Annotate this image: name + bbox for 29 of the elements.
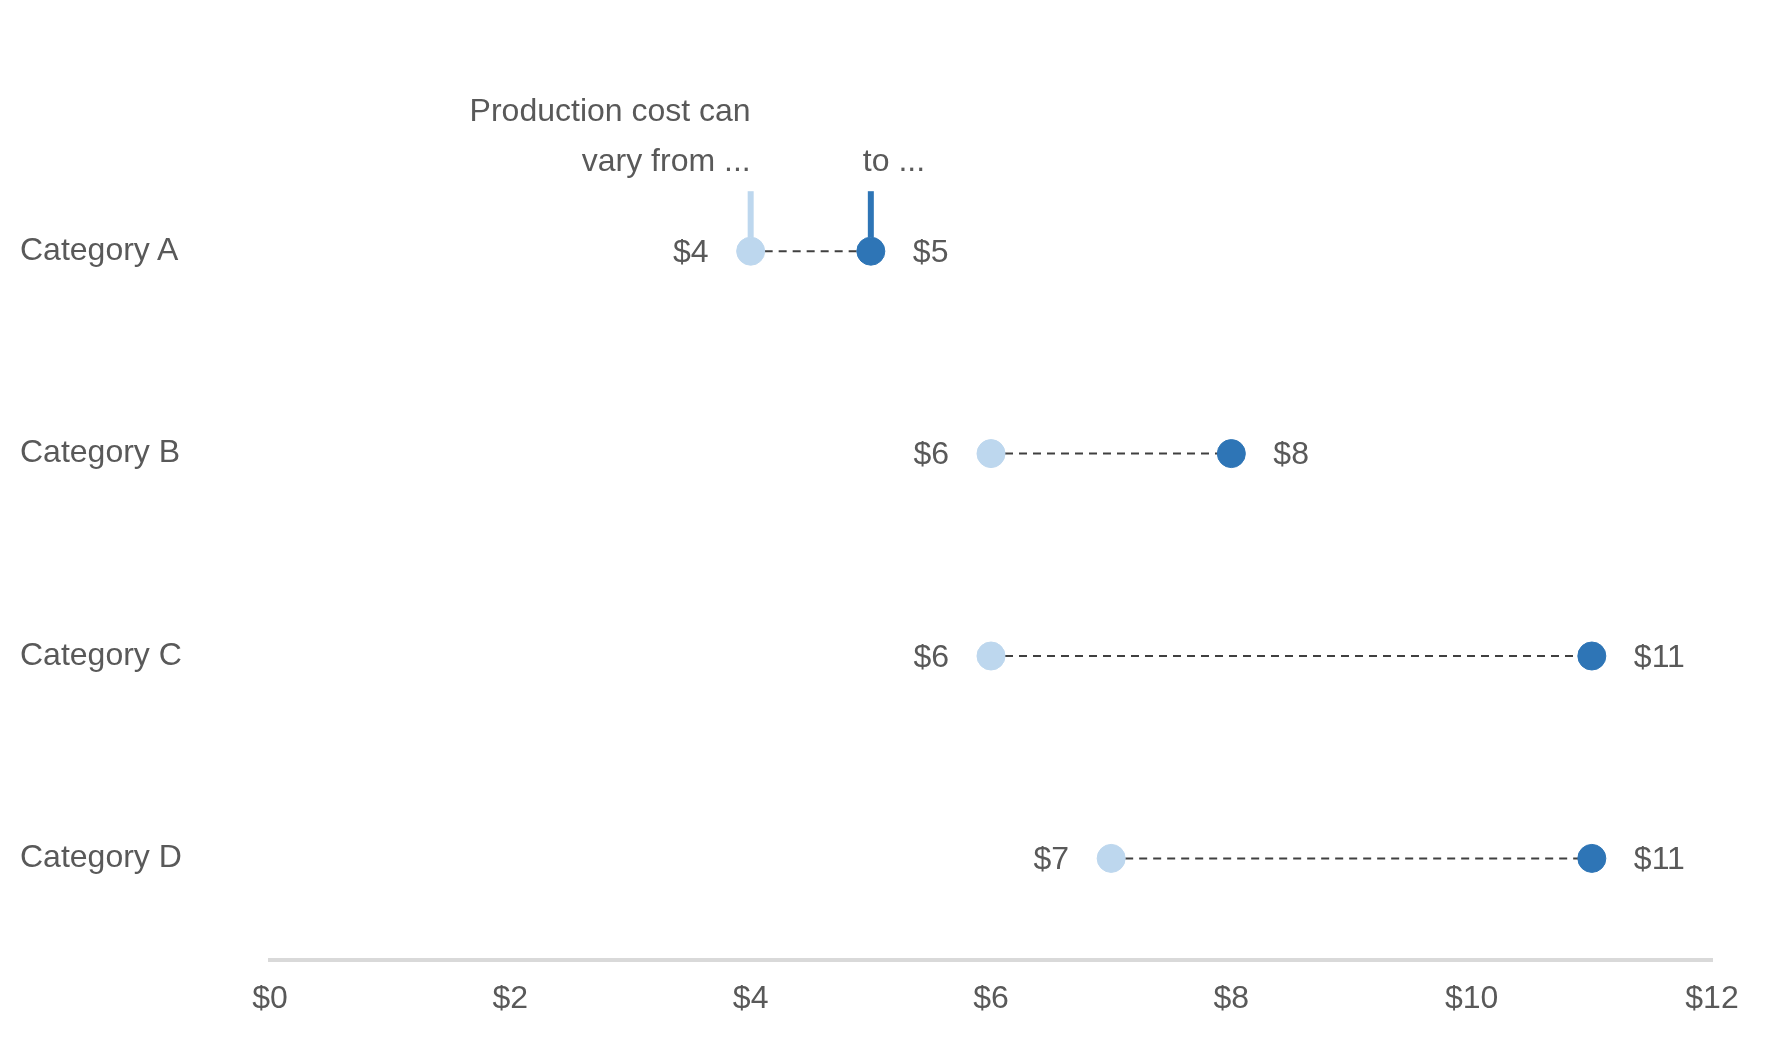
point bbox=[1096, 843, 1126, 873]
data-label: $11 bbox=[1633, 637, 1685, 674]
annotation: Production cost can vary from ... bbox=[469, 92, 751, 179]
point bbox=[976, 439, 1006, 469]
y-tick-label: Category A bbox=[20, 231, 179, 268]
point bbox=[1577, 843, 1607, 873]
data-label: $11 bbox=[1633, 840, 1685, 877]
x-tick-label: $2 bbox=[492, 978, 529, 1015]
x-tick-label: $0 bbox=[252, 978, 288, 1015]
annotation: to ... bbox=[862, 142, 926, 179]
y-tick-label: Category B bbox=[20, 433, 181, 470]
data-label: $6 bbox=[913, 435, 949, 472]
y-tick-label: Category D bbox=[20, 838, 182, 875]
data-label: $6 bbox=[913, 637, 949, 674]
x-tick-label: $12 bbox=[1685, 978, 1739, 1015]
x-tick-label: $4 bbox=[732, 978, 769, 1015]
point bbox=[856, 236, 886, 266]
data-label: $5 bbox=[912, 233, 949, 270]
point bbox=[1577, 641, 1607, 671]
data-label: $8 bbox=[1273, 435, 1309, 472]
x-tick-label: $10 bbox=[1444, 978, 1499, 1015]
x-tick-label: $6 bbox=[973, 978, 1009, 1015]
point bbox=[1216, 439, 1246, 469]
point bbox=[976, 641, 1006, 671]
data-label: $7 bbox=[1033, 840, 1070, 877]
point bbox=[736, 236, 766, 266]
data-label: $4 bbox=[673, 233, 709, 270]
y-tick-label: Category C bbox=[20, 635, 182, 672]
x-tick-label: $8 bbox=[1213, 978, 1250, 1015]
